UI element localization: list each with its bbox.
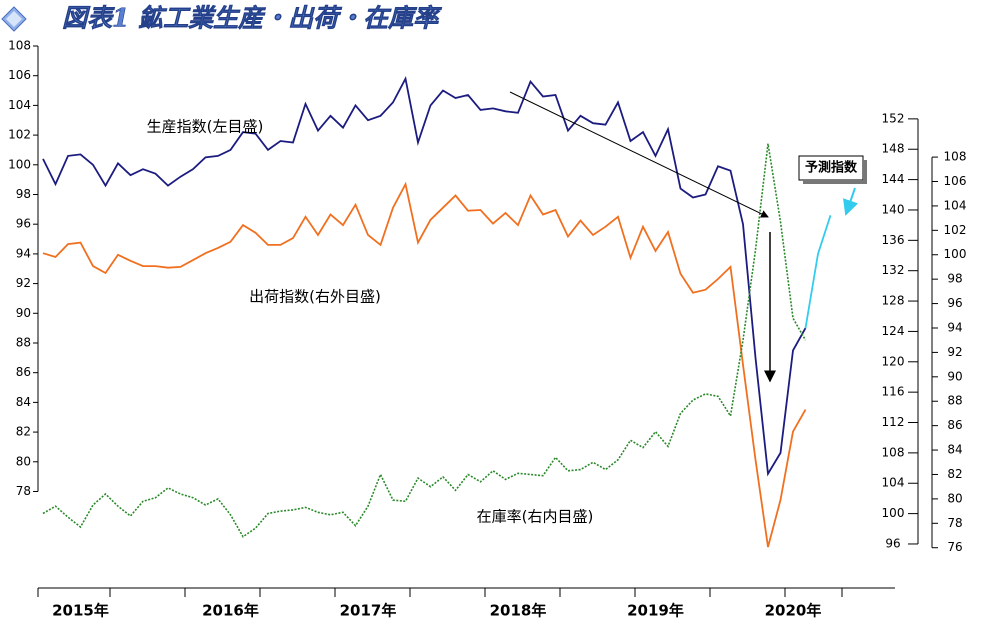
y3-tick-label: 92 xyxy=(947,345,962,359)
y-tick-label: 102 xyxy=(8,128,31,142)
y2-tick-label: 140 xyxy=(882,202,905,216)
y2-tick-label: 112 xyxy=(882,415,905,429)
y-tick-label: 108 xyxy=(8,39,31,53)
series-label: 出荷指数(右外目盛) xyxy=(249,288,381,306)
y3-tick-label: 80 xyxy=(947,491,962,505)
y2-tick-label: 124 xyxy=(882,324,905,338)
y-tick-label: 92 xyxy=(16,276,31,290)
y3-tick-label: 76 xyxy=(947,540,962,554)
series-label: 予測指数 xyxy=(805,160,858,176)
y3-tick-label: 78 xyxy=(947,516,962,530)
x-tick-label: 2020年 xyxy=(765,602,822,620)
y3-tick-label: 94 xyxy=(947,320,962,334)
y-tick-label: 104 xyxy=(8,98,31,112)
series-line xyxy=(42,143,807,538)
y-tick-label: 90 xyxy=(16,306,31,320)
series-line xyxy=(804,215,832,329)
y2-tick-label: 100 xyxy=(882,506,905,520)
x-tick-label: 2019年 xyxy=(627,602,684,620)
y2-tick-label: 148 xyxy=(882,142,905,156)
y3-tick-label: 84 xyxy=(947,443,962,457)
y-tick-label: 96 xyxy=(16,217,31,231)
y-tick-label: 94 xyxy=(16,246,31,260)
series-line xyxy=(42,181,807,548)
x-tick-label: 2017年 xyxy=(340,602,397,620)
series-label: 生産指数(左目盛) xyxy=(147,118,264,136)
chart-title: 図表1 鉱工業生産・出荷・在庫率 xyxy=(62,4,442,33)
y-tick-label: 86 xyxy=(16,365,31,379)
y2-tick-label: 116 xyxy=(882,385,905,399)
y3-tick-label: 104 xyxy=(944,198,967,212)
y3-tick-label: 98 xyxy=(947,272,962,286)
y3-tick-label: 106 xyxy=(944,174,967,188)
y-tick-label: 78 xyxy=(16,484,31,498)
y2-tick-label: 144 xyxy=(882,172,905,186)
title-icon xyxy=(1,6,27,32)
y3-tick-label: 100 xyxy=(944,247,967,261)
y2-tick-label: 104 xyxy=(882,476,905,490)
y2-tick-label: 132 xyxy=(882,263,905,277)
y2-tick-label: 152 xyxy=(882,111,905,125)
x-tick-label: 2016年 xyxy=(202,602,259,620)
y2-tick-label: 136 xyxy=(882,233,905,247)
y2-tick-label: 120 xyxy=(882,354,905,368)
y2-tick-label: 96 xyxy=(885,536,900,550)
x-ticks xyxy=(37,588,843,597)
y3-tick-label: 90 xyxy=(947,369,962,383)
x-tick-label: 2015年 xyxy=(52,602,109,620)
y-tick-label: 88 xyxy=(16,335,31,349)
y2-tick-label: 128 xyxy=(882,294,905,308)
y-tick-label: 100 xyxy=(8,157,31,171)
y3-tick-label: 86 xyxy=(947,418,962,432)
y3-tick-label: 88 xyxy=(947,394,962,408)
y-tick-label: 82 xyxy=(16,425,31,439)
y3-tick-label: 102 xyxy=(944,223,967,237)
x-tick-label: 2018年 xyxy=(490,602,547,620)
y3-tick-label: 82 xyxy=(947,467,962,481)
y3-tick-label: 108 xyxy=(944,150,967,164)
y3-tick-label: 96 xyxy=(947,296,962,310)
series-label: 在庫率(右内目盛) xyxy=(477,508,594,526)
y-tick-label: 98 xyxy=(16,187,31,201)
y-tick-label: 80 xyxy=(16,454,31,468)
annotation-arrows xyxy=(509,91,867,383)
y2-tick-label: 108 xyxy=(882,445,905,459)
y-tick-label: 106 xyxy=(8,68,31,82)
plot xyxy=(42,76,832,548)
y-tick-label: 84 xyxy=(16,395,31,409)
series-line xyxy=(42,76,807,477)
